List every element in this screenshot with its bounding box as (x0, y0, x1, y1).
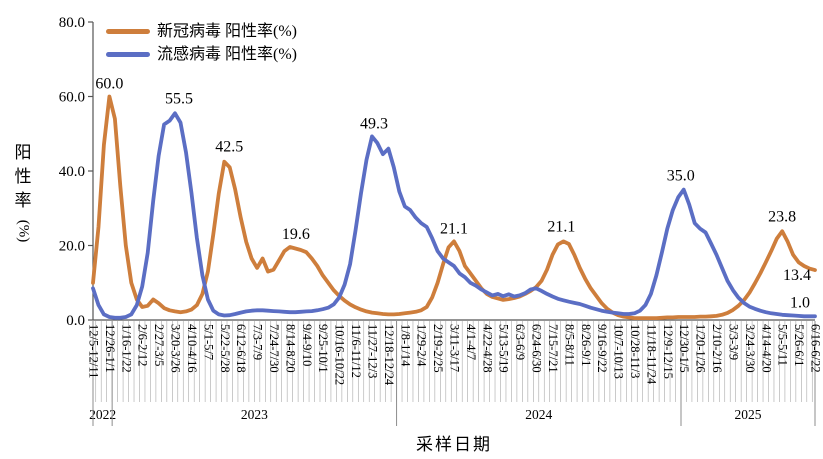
y-axis-title-unit: (%) (15, 219, 31, 243)
year-label: 2024 (525, 407, 552, 422)
x-tick-label: 4/10-4/16 (185, 324, 199, 373)
x-tick-label: 3/3-3/9 (726, 324, 740, 360)
x-tick-label: 12/30-1/5 (677, 324, 691, 373)
data-label-19.6: 19.6 (282, 226, 310, 243)
y-axis-title-char: 性 (14, 167, 32, 186)
x-tick-label: 5/13-5/19 (497, 324, 511, 373)
data-label-55.5: 55.5 (165, 90, 193, 107)
x-tick-label: 10/16-10/22 (333, 324, 347, 385)
x-tick-label: 10/7-10/13 (612, 324, 626, 379)
x-tick-label: 9/25-10/1 (316, 324, 330, 373)
x-tick-label: 11/27-12/3 (365, 324, 379, 378)
x-tick-label: 5/26-6/1 (792, 324, 806, 366)
x-tick-label: 1/16-1/22 (119, 324, 133, 373)
flu-series-line (91, 111, 817, 320)
x-tick-label: 11/6-11/12 (349, 324, 363, 378)
legend-label-covid: 新冠病毒 阳性率(%) (157, 22, 297, 40)
x-tick-label: 6/12-6/18 (234, 324, 248, 373)
covid-series-line (91, 94, 817, 320)
y-tick-label: 40.0 (59, 164, 85, 180)
x-tick-label: 4/22-4/28 (480, 324, 494, 373)
x-tick-label: 1/20-1/26 (694, 324, 708, 373)
y-tick-label: 80.0 (59, 15, 85, 31)
x-tick-label: 8/26-9/1 (579, 324, 593, 366)
x-tick-label: 2/27-3/5 (152, 324, 166, 366)
x-tick-label: 2/6-2/12 (136, 324, 150, 366)
legend-item-flu: 流感病毒 阳性率(%) (106, 43, 297, 66)
x-tick-label: 5/22-5/28 (218, 324, 232, 373)
covid-line-swatch (106, 29, 150, 34)
x-tick-label: 12/5-12/11 (87, 324, 101, 378)
x-tick-label: 3/20-3/26 (169, 324, 183, 373)
x-tick-label: 7/3-7/9 (251, 324, 265, 360)
legend-label-flu: 流感病毒 阳性率(%) (157, 45, 297, 63)
x-tick-label: 6/16-6/22 (809, 324, 823, 373)
x-tick-label: 1/8-1/14 (398, 324, 412, 367)
data-label-35.0: 35.0 (667, 168, 695, 185)
legend: 新冠病毒 阳性率(%) 流感病毒 阳性率(%) (106, 20, 297, 66)
legend-item-covid: 新冠病毒 阳性率(%) (106, 20, 297, 43)
y-tick-label: 60.0 (59, 90, 85, 106)
data-label-23.8: 23.8 (768, 208, 796, 225)
x-tick-label: 2/19-2/25 (431, 324, 445, 373)
x-tick-label: 11/18-11/24 (644, 324, 658, 385)
x-tick-label: 10/28-11/3 (628, 324, 642, 378)
data-label-42.5: 42.5 (215, 139, 243, 156)
x-tick-label: 4/1-4/7 (464, 324, 478, 360)
x-tick-label: 5/1-5/7 (201, 324, 215, 360)
x-axis-title: 采样日期 (416, 435, 492, 454)
year-label: 2022 (89, 407, 116, 422)
x-tick-label: 6/3-6/9 (513, 324, 527, 360)
data-label-21.1: 21.1 (547, 218, 575, 235)
x-tick-label: 12/9-12/15 (661, 324, 675, 379)
x-tick-label: 7/24-7/30 (267, 324, 281, 373)
data-label-13.4: 13.4 (783, 267, 811, 284)
data-label-1.0: 1.0 (790, 294, 810, 311)
y-tick-label: 20.0 (59, 239, 85, 255)
flu-line-swatch (106, 52, 150, 57)
data-label-49.3: 49.3 (360, 115, 388, 132)
year-label: 2023 (241, 407, 268, 422)
y-axis-title-char: 阳 (14, 143, 32, 162)
data-label-21.1: 21.1 (440, 220, 468, 237)
data-label-60.0: 60.0 (95, 76, 123, 93)
x-tick-label: 4/14-4/20 (759, 324, 773, 373)
year-label: 2025 (734, 407, 761, 422)
y-axis-title: 阳 性 率 (%) (11, 141, 35, 246)
x-tick-label: 3/24-3/30 (743, 324, 757, 373)
x-tick-label: 9/16-9/22 (595, 324, 609, 373)
y-axis-title-char: 率 (14, 191, 32, 210)
x-tick-label: 3/11-3/17 (448, 324, 462, 372)
x-tick-label: 8/5-8/11 (562, 324, 576, 366)
x-tick-label: 9/4-9/10 (300, 324, 314, 366)
y-tick-label: 0.0 (66, 313, 85, 329)
x-tick-label: 8/14-8/20 (283, 324, 297, 373)
x-tick-label: 6/24-6/30 (530, 324, 544, 373)
x-tick-label: 5/5-5/11 (776, 324, 790, 366)
x-tick-label: 12/26-1/1 (103, 324, 117, 373)
x-tick-label: 7/15-7/21 (546, 324, 560, 373)
x-tick-label: 12/18-12/24 (382, 324, 396, 386)
x-tick-label: 2/10-2/16 (710, 324, 724, 373)
x-tick-label: 1/29-2/4 (415, 324, 429, 367)
